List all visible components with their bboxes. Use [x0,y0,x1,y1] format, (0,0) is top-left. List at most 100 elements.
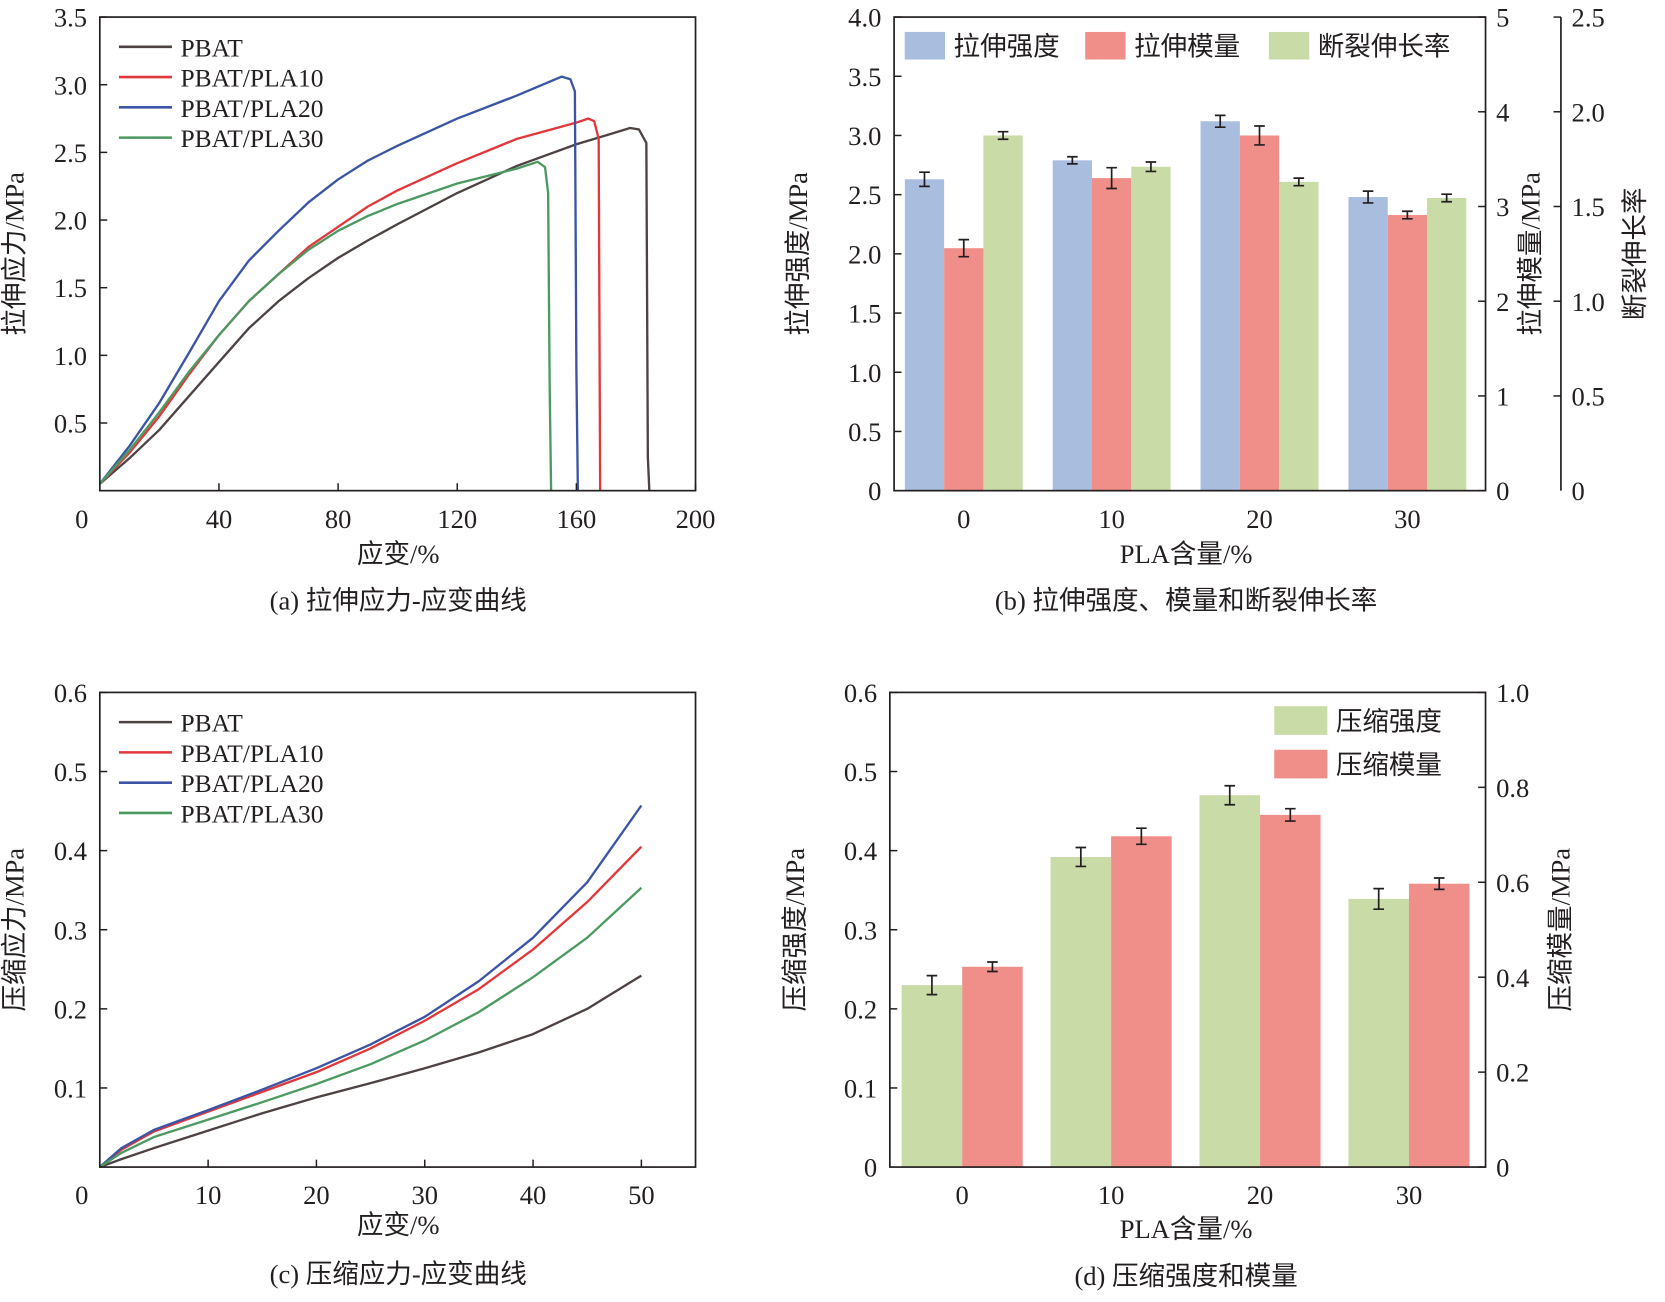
error-bar [1293,177,1305,187]
y-tick-label: 2.5 [54,138,87,168]
legend-label: PBAT/PLA20 [181,769,324,798]
x-tick-label: 10 [1098,1180,1125,1210]
legend-label: 断裂伸长率 [1318,31,1451,61]
x-tick-label: 0 [956,1180,969,1210]
y-right2-tick-label: 2.0 [1572,97,1605,127]
bar-断裂伸长率 [1427,197,1467,491]
legend-label: PBAT/PLA30 [181,799,324,828]
origin-tick-label: 0 [75,504,88,534]
y-left-tick-label: 0 [864,1153,877,1183]
panel-c-compressive-curves: 10 20 30 40 5000.10.20.30.40.50.6PBATPBAT/PL… [0,678,697,1289]
y-tick-label: 3.5 [54,3,87,33]
y-right2-tick-label: 1.0 [1572,287,1605,317]
legend-label: 压缩强度 [1336,707,1442,737]
y-left-tick-label: 0.5 [844,757,877,787]
y-axis-title: 拉伸应力/MPa [0,172,29,336]
y-left-tick-label: 1.0 [848,358,881,388]
panel-caption: (d) 压缩强度和模量 [1074,1261,1297,1291]
x-tick-label: 30 [1396,1180,1423,1210]
legend-label: 拉伸强度 [954,31,1060,61]
panel-d-compressive-bars: 0 10 20 30 0 0.1 0.2 0.3 0.4 0.5 0.6 0 0.2 0.4 0.6 0.8 1… [780,678,1576,1291]
x-tick-label: 0 [957,504,970,534]
error-bar [1145,161,1157,173]
y-right2-tick-label: 0.5 [1572,381,1605,411]
x-axis-title: PLA含量/% [1120,539,1253,569]
y-left-tick-label: 0.1 [844,1074,877,1104]
bar-断裂伸长率 [1131,166,1171,491]
legend-swatch [1274,749,1328,779]
legend-label: PBAT [181,709,244,738]
y-tick-label: 2.0 [54,206,87,236]
y-left-tick-label: 0.2 [844,994,877,1024]
legend-label: PBAT/PLA10 [181,739,324,768]
bar-拉伸模量 [1239,135,1280,491]
y-tick-label: 0.2 [54,994,87,1024]
bar-压缩强度 [1348,898,1409,1168]
y-right2-tick-label: 1.5 [1572,192,1605,222]
bar-压缩模量 [1260,814,1321,1168]
bar-拉伸模量 [944,248,984,491]
x-tick-label: 120 [437,504,477,534]
y-left-tick-label: 0 [868,476,881,506]
legend-label: PBAT [181,33,244,62]
error-bar [958,238,970,258]
y-left-tick-label: 3.0 [848,121,881,151]
y-right-tick-label: 2 [1496,287,1509,317]
legend-swatch [1268,31,1310,60]
legend-swatch [1085,31,1126,60]
x-axis-title: PLA含量/% [1120,1214,1253,1244]
x-axis-title: 应变/% [357,539,440,569]
bar-压缩强度 [901,985,963,1168]
bar-压缩强度 [1050,856,1112,1168]
y-right2-tick-label: 2.5 [1572,3,1605,33]
bar-压缩强度 [1199,795,1261,1168]
x-tick-label: 30 [1394,504,1421,534]
bar-拉伸强度 [1052,160,1092,491]
y-left-tick-label: 2.0 [848,239,881,269]
error-bar [1284,807,1296,822]
series-line-pbat-pla20 [98,75,580,491]
series-line-pbat [99,126,651,491]
y-right-tick-label: 1.0 [1496,678,1529,708]
y-left-tick-label: 0.6 [844,678,877,708]
x-tick-label: 80 [325,504,352,534]
x-tick-label: 40 [206,504,233,534]
error-bar [919,171,930,188]
x-tick-label: 160 [556,504,596,534]
bar-压缩模量 [1111,836,1172,1168]
series-line-pbat-pla30 [99,886,643,1169]
origin-tick-label: 0 [75,1180,88,1210]
y-right2-tick-label: 0 [1572,476,1585,506]
legend-label: 拉伸模量 [1134,31,1240,61]
y-left-tick-label: 0.4 [844,836,877,866]
bar-拉伸强度 [1348,197,1388,491]
panel-a-tensile-curves: 40 80 120 160 20000.51.01.52.02.53.03.5PBATP… [0,3,715,616]
y-tick-label: 0.4 [54,836,87,866]
y-right-tick-label: 1 [1496,381,1509,411]
error-bar [1214,114,1226,129]
bar-拉伸强度 [1200,121,1240,491]
x-tick-label: 200 [676,504,716,534]
y-right2-axis-title: 断裂伸长率 [1620,188,1650,321]
series-line-pbat [99,974,642,1169]
y-left-tick-label: 3.5 [848,62,881,92]
legend-label: 压缩模量 [1336,750,1442,780]
error-bar [1136,827,1147,846]
bar-拉伸模量 [1091,178,1132,491]
bar-断裂伸长率 [983,135,1023,491]
y-right-tick-label: 0.4 [1496,963,1529,993]
error-bar [1402,210,1413,220]
error-bar [1254,125,1265,146]
x-tick-label: 40 [520,1180,547,1210]
series-line-pbat-pla20 [99,804,643,1168]
y-tick-label: 0.6 [54,678,87,708]
y-axis-title: 压缩应力/MPa [0,848,29,1012]
x-tick-label: 20 [303,1180,330,1210]
y-tick-label: 0.5 [54,757,87,787]
bar-压缩模量 [962,966,1023,1168]
legend-swatch [904,31,946,60]
y-tick-label: 0.3 [54,915,87,945]
y-axis-title: 拉伸强度/MPa [783,172,813,336]
y-right-axis-title: 拉伸模量/MPa [1516,172,1546,336]
